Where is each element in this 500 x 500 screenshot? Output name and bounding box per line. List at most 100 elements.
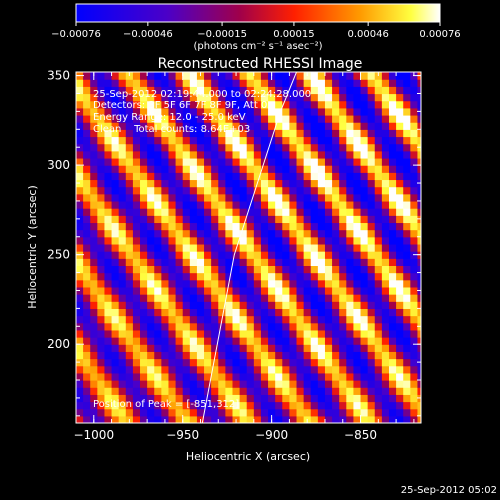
heatmap-cell xyxy=(90,186,98,195)
heatmap-cell xyxy=(374,301,383,309)
heatmap-cell xyxy=(260,114,269,123)
heatmap-cell xyxy=(125,279,134,288)
heatmap-cell xyxy=(196,401,205,410)
heatmap-cell xyxy=(360,415,369,423)
heatmap-cell xyxy=(253,243,262,252)
heatmap-cell xyxy=(310,258,319,266)
heatmap-cell xyxy=(417,301,421,309)
heatmap-cell xyxy=(168,114,177,123)
heatmap-cell xyxy=(232,365,241,374)
heatmap-cell xyxy=(282,415,290,423)
heatmap-cell xyxy=(196,315,205,324)
heatmap-cell xyxy=(360,372,369,381)
heatmap-cell xyxy=(310,122,319,130)
annotation-detectors: Detectors: 3F 5F 6F 7F 8F 9F, Att 0 xyxy=(93,100,267,111)
heatmap-cell xyxy=(147,229,155,238)
heatmap-cell xyxy=(204,394,212,403)
heatmap-cell xyxy=(296,380,305,388)
heatmap-cell xyxy=(268,165,276,173)
heatmap-cell xyxy=(346,200,355,209)
heatmap-cell xyxy=(204,215,212,224)
heatmap-cell xyxy=(275,351,283,360)
heatmap-cell xyxy=(246,222,255,231)
heatmap-cell xyxy=(125,322,134,331)
heatmap-cell xyxy=(175,122,184,130)
heatmap-cell xyxy=(282,365,290,374)
heatmap-cell xyxy=(410,215,419,224)
heatmap-cell xyxy=(196,337,205,345)
heatmap-cell xyxy=(182,79,191,87)
heatmap-cell xyxy=(90,394,98,403)
heatmap-cell xyxy=(196,380,205,388)
heatmap-cell xyxy=(289,93,298,102)
heatmap-cell xyxy=(289,243,298,252)
heatmap-cell xyxy=(332,408,340,417)
heatmap-cell xyxy=(381,272,390,281)
heatmap-cell xyxy=(403,79,411,87)
heatmap-cell xyxy=(417,136,421,145)
heatmap-cell xyxy=(275,200,283,209)
heatmap-cell xyxy=(396,337,404,345)
heatmap-cell xyxy=(175,229,184,238)
heatmap-cell xyxy=(211,322,219,331)
heatmap-cell xyxy=(154,107,162,116)
heatmap-cell xyxy=(218,279,226,288)
heatmap-cell xyxy=(275,394,283,403)
heatmap-cell xyxy=(246,208,255,216)
heatmap-cell xyxy=(140,279,148,288)
heatmap-cell xyxy=(225,301,234,309)
heatmap-cell xyxy=(260,100,269,109)
heatmap-cell xyxy=(118,157,127,166)
heatmap-cell xyxy=(324,301,333,309)
heatmap-cell xyxy=(388,337,397,345)
heatmap-cell xyxy=(196,243,205,252)
heatmap-cell xyxy=(403,100,411,109)
heatmap-cell xyxy=(196,251,205,259)
heatmap-cell xyxy=(182,294,191,302)
heatmap-cell xyxy=(417,365,421,374)
heatmap-cell xyxy=(381,107,390,116)
heatmap-cell xyxy=(339,86,347,95)
heatmap-cell xyxy=(90,322,98,331)
heatmap-cell xyxy=(282,165,290,173)
heatmap-cell xyxy=(374,329,383,338)
heatmap-cell xyxy=(204,337,212,345)
heatmap-cell xyxy=(218,86,226,95)
heatmap-cell xyxy=(332,401,340,410)
heatmap-cell xyxy=(332,365,340,374)
heatmap-cell xyxy=(388,265,397,274)
heatmap-cell xyxy=(161,186,170,195)
heatmap-cell xyxy=(289,100,298,109)
heatmap-cell xyxy=(118,365,127,374)
heatmap-cell xyxy=(196,208,205,216)
heatmap-cell xyxy=(332,93,340,102)
heatmap-cell xyxy=(260,93,269,102)
heatmap-cell xyxy=(218,208,226,216)
heatmap-cell xyxy=(246,279,255,288)
heatmap-cell xyxy=(83,337,91,345)
heatmap-cell xyxy=(353,107,362,116)
heatmap-cell xyxy=(90,380,98,388)
heatmap-cell xyxy=(147,79,155,87)
heatmap-cell xyxy=(289,308,298,317)
heatmap-cell xyxy=(381,114,390,123)
heatmap-cell xyxy=(154,79,162,87)
heatmap-cell xyxy=(246,215,255,224)
heatmap-cell xyxy=(324,236,333,245)
heatmap-cell xyxy=(282,358,290,367)
heatmap-cell xyxy=(218,93,226,102)
heatmap-cell xyxy=(76,415,84,423)
heatmap-cell xyxy=(225,208,234,216)
heatmap-cell xyxy=(396,301,404,309)
heatmap-cell xyxy=(339,301,347,309)
heatmap-cell xyxy=(289,351,298,360)
heatmap-cell xyxy=(239,193,248,202)
heatmap-cell xyxy=(232,301,241,309)
heatmap-cell xyxy=(268,236,276,245)
heatmap-cell xyxy=(374,315,383,324)
heatmap-cell xyxy=(204,172,212,181)
heatmap-cell xyxy=(268,279,276,288)
heatmap-cell xyxy=(232,165,241,173)
heatmap-cell xyxy=(388,365,397,374)
heatmap-cell xyxy=(125,79,134,87)
